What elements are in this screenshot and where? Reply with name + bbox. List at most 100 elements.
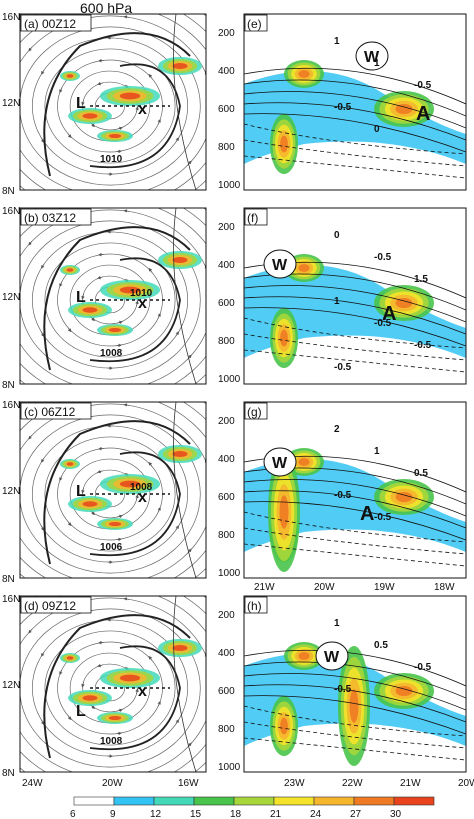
lat-tick: 12N xyxy=(2,98,20,109)
wind-blob xyxy=(108,521,122,527)
contour-label: 0 xyxy=(334,230,340,241)
lon-tick: 19W xyxy=(374,582,395,593)
flow-arrow xyxy=(40,137,45,144)
cross-section-panel-1: (e) W A 1 1 -0.5 -0.5 0 xyxy=(243,13,467,191)
panel-label-box xyxy=(20,596,92,614)
flow-arrow xyxy=(28,628,33,634)
thick-contour xyxy=(43,420,191,565)
flow-arrow xyxy=(175,137,179,143)
wind-core xyxy=(395,103,413,115)
contour-label: -0.5 xyxy=(334,102,352,113)
solid-contour xyxy=(244,673,466,711)
colorbar-tick: 21 xyxy=(270,809,282,819)
panel-label: (b) 03Z12 xyxy=(24,211,76,225)
wind-core xyxy=(395,685,413,697)
colorbar-tick: 12 xyxy=(150,809,162,819)
dashed-contour xyxy=(244,155,466,179)
flow-arrow xyxy=(123,403,130,407)
solid-contour xyxy=(244,91,466,129)
lat-tick: 8N xyxy=(2,380,15,391)
colorbar-segment xyxy=(193,796,235,806)
streamline xyxy=(82,663,138,713)
cross-section-panel-3: (g) W A 2 1 0.5 -0.5 -0.5 xyxy=(243,401,467,579)
wind-core xyxy=(349,689,359,723)
contour-label: 1 xyxy=(374,58,380,69)
solid-contour xyxy=(244,684,466,723)
solid-contour xyxy=(244,501,466,541)
dashed-contour xyxy=(244,543,466,567)
flow-arrow xyxy=(123,209,130,213)
colorbar-tick: 9 xyxy=(110,809,116,819)
solid-contour xyxy=(244,102,466,141)
contour-label: 0.5 xyxy=(374,640,388,651)
solid-contour xyxy=(244,67,466,105)
low-center-label: L xyxy=(76,289,86,306)
warm-core-label: W xyxy=(272,455,288,472)
flow-arrow xyxy=(59,475,63,482)
flow-arrow xyxy=(123,15,130,19)
solid-contour xyxy=(244,695,466,735)
pressure-tick: 800 xyxy=(218,336,235,347)
contour-label: -0.5 xyxy=(334,362,352,373)
flow-arrow xyxy=(97,81,103,86)
contour-label: 1010 xyxy=(100,154,123,165)
wind-core xyxy=(280,329,288,347)
flow-arrow xyxy=(13,718,14,722)
contour-label: 1 xyxy=(334,296,340,307)
contour-label: 1008 xyxy=(130,482,153,493)
lat-tick: 16N xyxy=(2,594,20,605)
colorbar-segment xyxy=(313,796,355,806)
wind-blob xyxy=(66,462,74,466)
wind-core xyxy=(298,458,310,466)
panel-label: (d) 09Z12 xyxy=(24,599,76,613)
panel-label: (c) 06Z12 xyxy=(24,405,76,419)
dashed-contour xyxy=(244,705,466,737)
flow-arrow xyxy=(28,434,33,440)
solid-contour xyxy=(244,285,466,323)
panel-label-box xyxy=(20,14,92,32)
low-center-label: L xyxy=(76,483,86,500)
colorbar-tick: 27 xyxy=(350,809,362,819)
flow-arrow xyxy=(97,469,103,474)
thick-contour xyxy=(89,257,181,363)
contour-label: -0.5 xyxy=(374,512,392,523)
max-wind-marker: x xyxy=(138,295,147,312)
streamline xyxy=(20,26,201,186)
coastline xyxy=(173,208,197,384)
wind-blob xyxy=(119,480,141,488)
map-panel-2: (b) 03Z12 L x 1008 1010 xyxy=(19,207,207,390)
streamline xyxy=(82,275,138,325)
contour-label: -0.5 xyxy=(414,340,432,351)
wind-core xyxy=(280,135,288,153)
low-center-label: L xyxy=(76,95,86,112)
wind-blob xyxy=(66,656,74,660)
flow-arrow xyxy=(157,506,161,513)
section-frame xyxy=(243,13,467,191)
contour-label: -0.5 xyxy=(414,662,432,673)
cross-section-panel-2: (f) W A 0 -0.5 1.5 1 -0.5 -0.5 -0.5 xyxy=(243,207,467,385)
wind-core xyxy=(298,264,310,272)
lon-tick: 21W xyxy=(400,778,421,789)
wind-blob xyxy=(66,268,74,272)
flow-arrow xyxy=(97,663,103,668)
wind-blob xyxy=(82,501,98,507)
thick-contour xyxy=(89,645,181,751)
streamline xyxy=(20,403,206,578)
flow-arrow xyxy=(41,69,45,75)
lat-tick: 12N xyxy=(2,486,20,497)
lat-tick: 8N xyxy=(2,186,15,197)
flow-arrow xyxy=(91,389,95,390)
streamline xyxy=(82,81,138,131)
streamline xyxy=(20,608,201,768)
solid-contour xyxy=(244,490,466,529)
wind-blob xyxy=(108,133,122,139)
figure-title: 600 hPa xyxy=(80,0,133,16)
contour-label: 0 xyxy=(374,124,380,135)
map-frame xyxy=(19,13,207,191)
flow-arrow xyxy=(41,457,45,463)
flow-arrow xyxy=(67,327,72,333)
panel-label-box xyxy=(244,402,268,420)
colorbar-segment xyxy=(153,796,195,806)
flow-arrow xyxy=(123,597,130,601)
wind-blob xyxy=(172,450,188,458)
